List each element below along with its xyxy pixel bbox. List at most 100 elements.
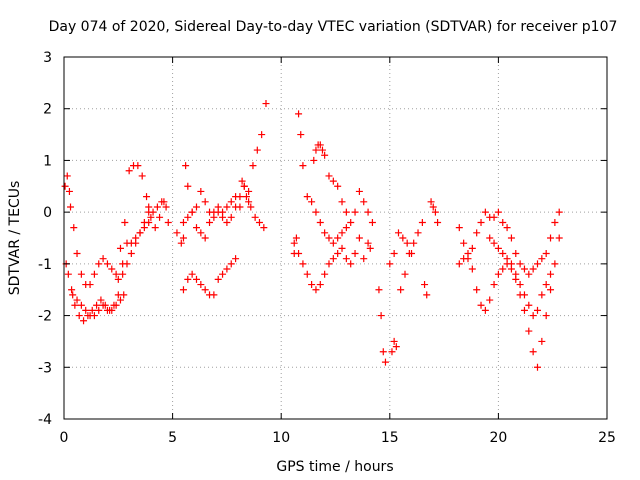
data-point [455, 260, 463, 268]
data-point [125, 167, 133, 175]
data-point [240, 182, 248, 190]
data-point [516, 260, 524, 268]
data-point [533, 363, 541, 371]
data-point [67, 203, 75, 211]
x-axis-label: GPS time / hours [276, 459, 393, 475]
data-point [223, 265, 231, 273]
data-point [184, 182, 192, 190]
data-point [494, 208, 502, 216]
data-point [197, 229, 205, 237]
data-point [342, 255, 350, 263]
x-tick-label: 0 [60, 430, 69, 446]
data-point [368, 218, 376, 226]
data-point [364, 208, 372, 216]
data-point [236, 193, 244, 201]
data-point [156, 213, 164, 221]
data-point [127, 250, 135, 258]
data-point [525, 301, 533, 309]
data-point [347, 260, 355, 268]
data-point [542, 312, 550, 320]
plot-frame [63, 56, 608, 420]
data-point [238, 177, 246, 185]
data-point [112, 301, 120, 309]
data-point [197, 187, 205, 195]
data-point [253, 146, 261, 154]
data-point [251, 213, 259, 221]
data-point [69, 291, 77, 299]
data-point [490, 281, 498, 289]
data-point [158, 198, 166, 206]
data-point [90, 312, 98, 320]
data-point [68, 286, 76, 294]
data-point [177, 239, 185, 247]
data-point [247, 203, 255, 211]
data-point [138, 172, 146, 180]
data-point [64, 270, 72, 278]
data-point [394, 229, 402, 237]
x-tick-label: 5 [168, 430, 177, 446]
data-point [525, 270, 533, 278]
data-point [538, 291, 546, 299]
data-point [86, 281, 94, 289]
data-point [295, 110, 303, 118]
data-point [262, 100, 270, 108]
chart-title: Day 074 of 2020, Sidereal Day-to-day VTE… [49, 19, 618, 35]
data-point [153, 203, 161, 211]
data-point [355, 234, 363, 242]
data-point [245, 198, 253, 206]
data-point [547, 270, 555, 278]
data-point [347, 218, 355, 226]
data-point [377, 312, 385, 320]
data-point [512, 250, 520, 258]
data-point [71, 301, 79, 309]
data-point [316, 281, 324, 289]
y-tick-label: -2 [38, 309, 52, 325]
data-point [290, 239, 298, 247]
data-point [299, 260, 307, 268]
data-point [329, 177, 337, 185]
data-point [321, 270, 329, 278]
data-point [184, 213, 192, 221]
data-point [379, 348, 387, 356]
y-tick-label: 3 [43, 50, 52, 66]
data-point [303, 193, 311, 201]
data-point [399, 234, 407, 242]
data-point [507, 234, 515, 242]
data-point [192, 203, 200, 211]
data-point [123, 260, 131, 268]
data-point [338, 198, 346, 206]
y-tick-label: 2 [43, 102, 52, 118]
data-point [494, 244, 502, 252]
data-point [227, 260, 235, 268]
data-point [542, 250, 550, 258]
data-point [136, 229, 144, 237]
data-point [414, 229, 422, 237]
data-point [481, 306, 489, 314]
data-point [338, 244, 346, 252]
data-point [292, 234, 300, 242]
data-point [538, 255, 546, 263]
data-point [88, 306, 96, 314]
data-point [179, 286, 187, 294]
x-tick-labels: 0 5 10 15 20 25 [60, 430, 616, 446]
data-point [232, 255, 240, 263]
data-point [329, 239, 337, 247]
data-point [512, 270, 520, 278]
data-point [255, 218, 263, 226]
data-point [132, 239, 140, 247]
data-point [421, 281, 429, 289]
data-point [219, 270, 227, 278]
data-point [114, 275, 122, 283]
data-point [249, 162, 257, 170]
axis-ticks [63, 56, 608, 420]
data-point [464, 250, 472, 258]
x-tick-label: 20 [489, 430, 507, 446]
data-point [529, 348, 537, 356]
data-point [82, 306, 90, 314]
data-point [223, 218, 231, 226]
data-point [388, 348, 396, 356]
data-point [295, 250, 303, 258]
data-point [308, 281, 316, 289]
data-point [499, 250, 507, 258]
